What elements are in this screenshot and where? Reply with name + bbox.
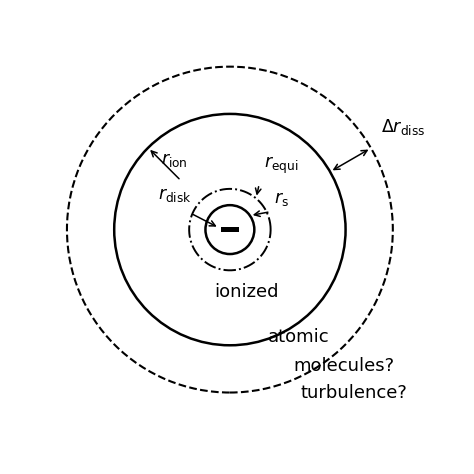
Text: $r_{\rm equi}$: $r_{\rm equi}$ xyxy=(264,155,299,176)
Text: turbulence?: turbulence? xyxy=(301,383,407,401)
Text: molecules?: molecules? xyxy=(293,357,394,375)
Bar xyxy=(221,227,239,232)
Text: $r_{\rm disk}$: $r_{\rm disk}$ xyxy=(158,185,191,203)
Text: $r_{\rm s}$: $r_{\rm s}$ xyxy=(274,191,289,209)
Text: $\Delta r_{\rm diss}$: $\Delta r_{\rm diss}$ xyxy=(381,117,425,137)
Text: $r_{\rm ion}$: $r_{\rm ion}$ xyxy=(161,151,188,169)
Text: ionized: ionized xyxy=(214,283,278,301)
Text: atomic: atomic xyxy=(267,328,329,346)
